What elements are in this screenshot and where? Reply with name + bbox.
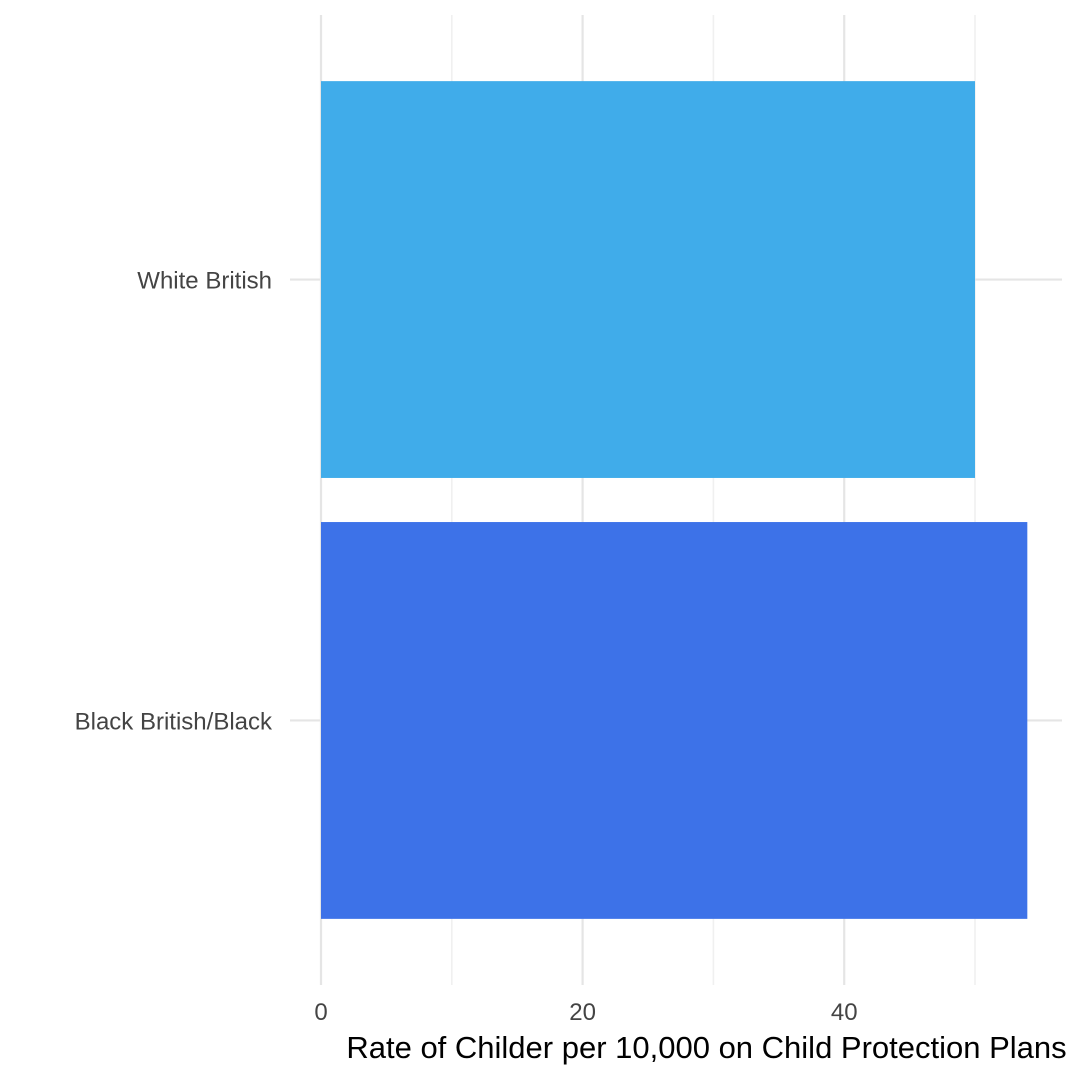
bar-layer bbox=[321, 81, 1028, 919]
bar-black-british-black bbox=[321, 522, 1028, 919]
label-layer: Black British/Black White British 0 20 40 bbox=[75, 268, 858, 1026]
x-axis-title: Rate of Childer per 10,000 on Child Prot… bbox=[346, 1030, 1066, 1065]
x-tick-label: 0 bbox=[314, 999, 327, 1026]
y-tick-label: Black British/Black bbox=[75, 708, 273, 735]
x-tick-label: 40 bbox=[831, 999, 858, 1026]
y-tick-label: White British bbox=[137, 268, 272, 295]
bar-white-british bbox=[321, 81, 975, 478]
x-tick-label: 20 bbox=[569, 999, 596, 1026]
